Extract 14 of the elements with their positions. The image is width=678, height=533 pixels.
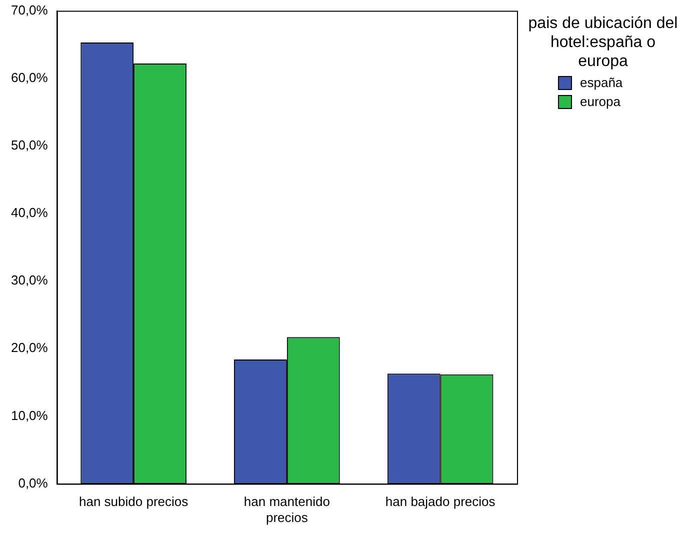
x-tick-label: han subido precios xyxy=(78,494,189,510)
y-tick-label: 40,0% xyxy=(10,205,48,220)
y-tick-label: 50,0% xyxy=(10,138,48,153)
y-tick-label: 30,0% xyxy=(10,272,48,288)
legend-label: españa xyxy=(580,75,623,90)
legend-title: pais de ubicación del hotel:españa o europa xyxy=(528,14,678,71)
x-tick-label: han bajado precios xyxy=(385,494,496,510)
y-tick-label: 60,0% xyxy=(10,70,48,85)
y-tick-label: 70,0% xyxy=(10,2,48,18)
y-tick-label: 20,0% xyxy=(10,340,48,356)
x-tick-label: han mantenido precios xyxy=(244,494,330,525)
legend-label: europa xyxy=(580,94,620,109)
y-tick-label: 10,0% xyxy=(10,408,48,423)
y-tick-label: 0,0% xyxy=(18,475,48,490)
